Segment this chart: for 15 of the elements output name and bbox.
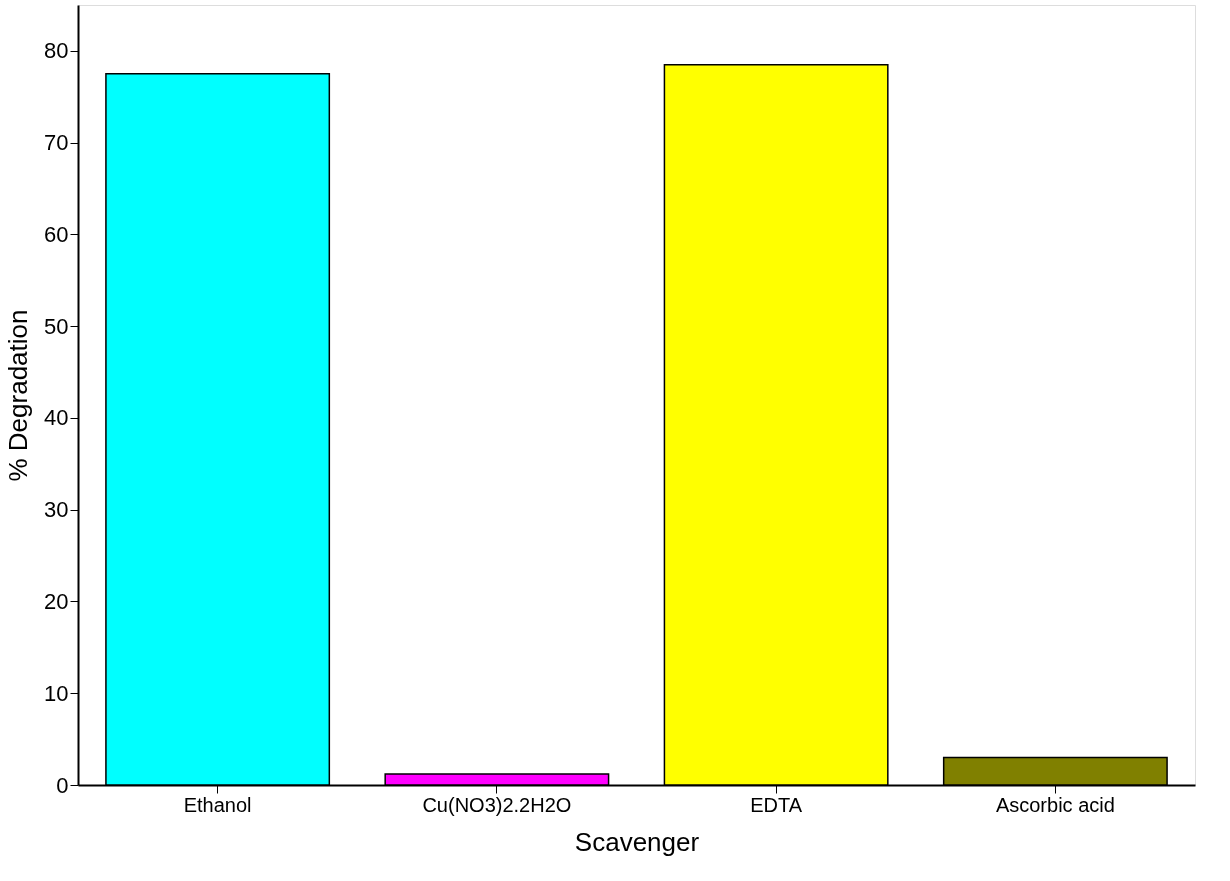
x-axis-title: Scavenger bbox=[574, 826, 700, 857]
x-tick-label: EDTA bbox=[750, 793, 803, 816]
y-tick-label: 50 bbox=[44, 313, 69, 339]
y-tick-label: 70 bbox=[44, 130, 69, 156]
x-tick-label: Ascorbic acid bbox=[995, 793, 1115, 816]
x-tick-label: Ethanol bbox=[183, 793, 252, 816]
y-tick-label: 10 bbox=[44, 680, 69, 706]
y-tick-label: 30 bbox=[44, 497, 69, 523]
y-tick-label: 60 bbox=[44, 221, 69, 247]
y-tick-label: 40 bbox=[44, 405, 69, 431]
y-tick-label: 20 bbox=[44, 588, 69, 614]
y-tick-label: 80 bbox=[44, 38, 69, 64]
y-axis-title: % Degradation bbox=[3, 309, 34, 482]
x-tick-label: Cu(NO3)2.2H2O bbox=[422, 793, 572, 816]
y-tick-label: 0 bbox=[56, 772, 69, 798]
